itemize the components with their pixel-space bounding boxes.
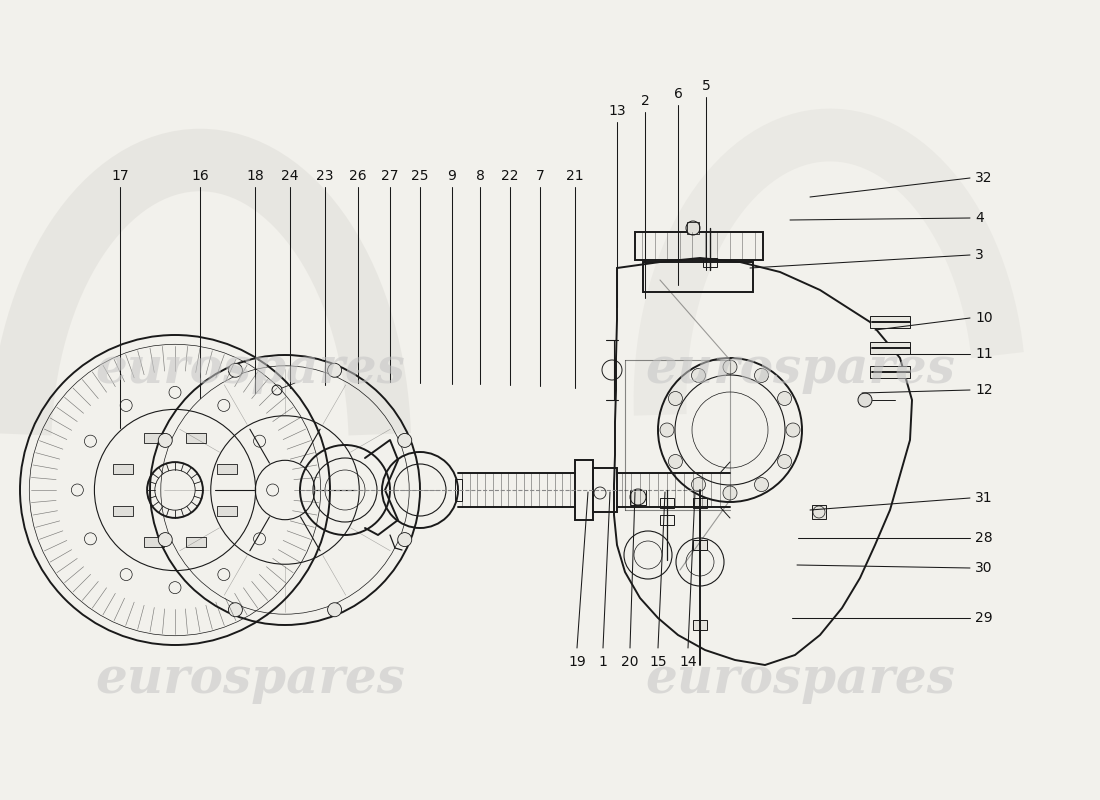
- Text: 19: 19: [568, 655, 586, 669]
- Circle shape: [692, 369, 705, 382]
- Circle shape: [686, 221, 700, 235]
- Bar: [660, 515, 674, 525]
- Text: 9: 9: [448, 169, 456, 183]
- Text: 28: 28: [975, 531, 992, 545]
- Text: eurospares: eurospares: [95, 346, 405, 394]
- Text: 27: 27: [382, 169, 398, 183]
- Bar: [113, 506, 133, 516]
- Circle shape: [723, 360, 737, 374]
- Text: 22: 22: [502, 169, 519, 183]
- Circle shape: [398, 434, 411, 447]
- Text: 3: 3: [975, 248, 983, 262]
- Text: 26: 26: [349, 169, 366, 183]
- Text: 20: 20: [621, 655, 639, 669]
- Circle shape: [398, 533, 411, 546]
- Bar: [870, 316, 910, 328]
- Text: 14: 14: [679, 655, 696, 669]
- Text: 17: 17: [111, 169, 129, 183]
- Text: 25: 25: [411, 169, 429, 183]
- Bar: [186, 434, 207, 443]
- Bar: [113, 464, 133, 474]
- Circle shape: [669, 454, 682, 469]
- Text: eurospares: eurospares: [645, 346, 955, 394]
- Bar: [575, 460, 593, 520]
- Text: 23: 23: [317, 169, 333, 183]
- Bar: [688, 222, 698, 234]
- Text: 8: 8: [475, 169, 484, 183]
- Circle shape: [778, 454, 792, 469]
- Text: 29: 29: [975, 611, 992, 625]
- Circle shape: [328, 363, 342, 378]
- Bar: [660, 498, 674, 508]
- Text: 4: 4: [975, 211, 983, 225]
- Bar: [693, 498, 707, 508]
- Text: 18: 18: [246, 169, 264, 183]
- Bar: [593, 468, 617, 512]
- Bar: [870, 366, 910, 378]
- Text: 7: 7: [536, 169, 544, 183]
- Text: 24: 24: [282, 169, 299, 183]
- Bar: [812, 505, 826, 519]
- Text: 10: 10: [975, 311, 992, 325]
- Bar: [870, 342, 910, 354]
- Circle shape: [630, 489, 646, 505]
- Circle shape: [723, 486, 737, 500]
- Text: 31: 31: [975, 491, 992, 505]
- Circle shape: [660, 423, 674, 437]
- Text: 15: 15: [649, 655, 667, 669]
- Bar: [644, 262, 754, 292]
- Text: 21: 21: [566, 169, 584, 183]
- Text: 13: 13: [608, 104, 626, 118]
- Circle shape: [229, 363, 242, 378]
- Text: 16: 16: [191, 169, 209, 183]
- Bar: [693, 620, 707, 630]
- Circle shape: [328, 602, 342, 617]
- Text: eurospares: eurospares: [645, 655, 955, 705]
- Bar: [703, 258, 717, 267]
- Circle shape: [669, 391, 682, 406]
- Bar: [630, 490, 646, 505]
- Circle shape: [692, 478, 705, 491]
- Text: 11: 11: [975, 347, 992, 361]
- Bar: [455, 479, 462, 501]
- Text: 2: 2: [640, 94, 649, 108]
- Circle shape: [229, 602, 242, 617]
- Text: eurospares: eurospares: [95, 655, 405, 705]
- Text: 5: 5: [702, 79, 711, 93]
- Bar: [693, 540, 707, 550]
- Text: 6: 6: [673, 87, 682, 101]
- Bar: [144, 434, 164, 443]
- Bar: [144, 537, 164, 546]
- Circle shape: [158, 434, 173, 447]
- Circle shape: [778, 391, 792, 406]
- Text: 12: 12: [975, 383, 992, 397]
- Text: 1: 1: [598, 655, 607, 669]
- Text: 30: 30: [975, 561, 992, 575]
- Text: 32: 32: [975, 171, 992, 185]
- Circle shape: [158, 533, 173, 546]
- Bar: [217, 464, 236, 474]
- Bar: [186, 537, 207, 546]
- Bar: [217, 506, 236, 516]
- Bar: [635, 232, 763, 260]
- Circle shape: [755, 369, 769, 382]
- Circle shape: [858, 393, 872, 407]
- Circle shape: [755, 478, 769, 491]
- Circle shape: [786, 423, 800, 437]
